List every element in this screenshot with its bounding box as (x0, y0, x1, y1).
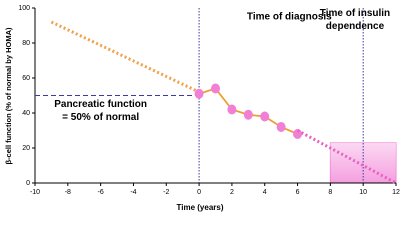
x-tick-label: -10 (30, 189, 40, 196)
x-axis-label: Time (years) (177, 203, 224, 212)
y-tick-label: 100 (18, 5, 30, 12)
x-tick-label: 4 (263, 189, 267, 196)
x-tick-label: -2 (163, 189, 169, 196)
x-tick-label: 8 (328, 189, 332, 196)
annotation: = 50% of normal (62, 112, 139, 123)
y-tick-label: 40 (22, 110, 30, 117)
data-point (211, 83, 220, 94)
annotation: Time of diagnosis (247, 11, 332, 22)
annotation: Pancreatic function (54, 99, 147, 110)
x-tick-label: 0 (197, 189, 201, 196)
series-line (296, 129, 397, 185)
data-point (276, 122, 286, 132)
data-point (227, 104, 237, 115)
annotation: dependence (326, 21, 385, 32)
y-tick-label: 60 (22, 75, 30, 82)
x-tick-label: -4 (130, 189, 136, 196)
x-tick-label: 2 (230, 189, 234, 196)
data-point (260, 111, 270, 122)
x-tick-label: -6 (98, 189, 104, 196)
y-tick-label: 80 (22, 40, 30, 47)
y-axis-label: β-cell function (% of normal by HOMA) (4, 27, 13, 165)
x-tick-label: 6 (296, 189, 300, 196)
data-point (243, 109, 253, 120)
annotation: Time of insulin (320, 8, 390, 19)
x-tick-label: 12 (392, 189, 400, 196)
data-point (194, 88, 204, 99)
chart: Time (years) β-cell function (% of norma… (4, 5, 400, 212)
x-tick-label: 10 (359, 189, 367, 196)
y-tick-label: 20 (22, 145, 30, 152)
data-point (293, 129, 303, 139)
series-line (50, 20, 200, 94)
x-tick-label: -8 (65, 189, 71, 196)
y-tick-label: 0 (26, 180, 30, 187)
